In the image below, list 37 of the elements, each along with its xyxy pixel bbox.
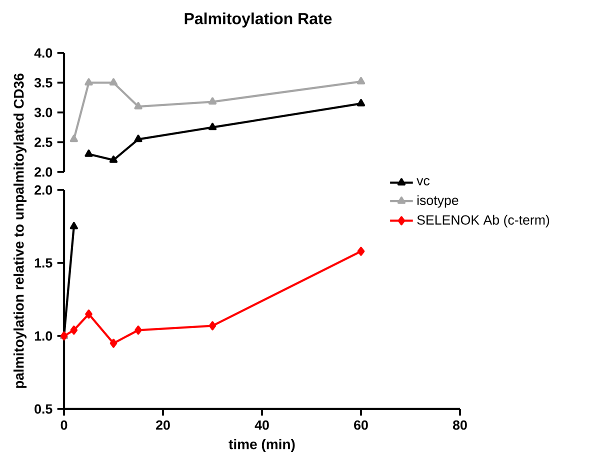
y-tick-label: 0.5 (34, 404, 52, 414)
y-tick-label: 3.0 (34, 108, 52, 118)
legend-label: vc (416, 178, 430, 186)
point (84, 78, 93, 86)
x-tick-label: 0 (60, 420, 68, 430)
point (84, 150, 93, 157)
point (208, 122, 217, 130)
x-axis-title: time (min) (228, 438, 295, 452)
point (134, 326, 142, 335)
point (208, 97, 217, 105)
y-tick-label: 1.5 (34, 258, 52, 268)
x-tick-label: 40 (254, 420, 269, 430)
y-tick-label: 1.0 (34, 331, 52, 341)
y-tick-label: 2.0 (34, 185, 52, 195)
point (356, 77, 366, 84)
point (357, 246, 365, 256)
y-tick-label: 4.0 (34, 48, 52, 58)
point (70, 134, 78, 142)
chart-title: Palmitoylation Rate (184, 12, 332, 28)
y-axis-title: palmitoylation relative to unpalmitoylated CD36 (13, 74, 27, 388)
legend-label: SELENOK Ab (c-term) (417, 214, 550, 228)
point (134, 134, 142, 142)
point (109, 78, 118, 86)
y-tick-label: 3.5 (34, 78, 52, 88)
legend-label: isotype (417, 195, 458, 208)
point (356, 99, 366, 106)
x-tick-label: 60 (354, 420, 368, 430)
point (85, 310, 92, 319)
y-tick-label: 2.0 (34, 167, 52, 177)
point (109, 156, 118, 163)
point (208, 321, 216, 330)
point (134, 102, 142, 110)
y-tick-label: 2.5 (34, 138, 52, 147)
x-tick-label: 80 (453, 420, 467, 430)
point (70, 326, 78, 335)
x-tick-label: 20 (156, 420, 170, 430)
point (110, 338, 118, 348)
